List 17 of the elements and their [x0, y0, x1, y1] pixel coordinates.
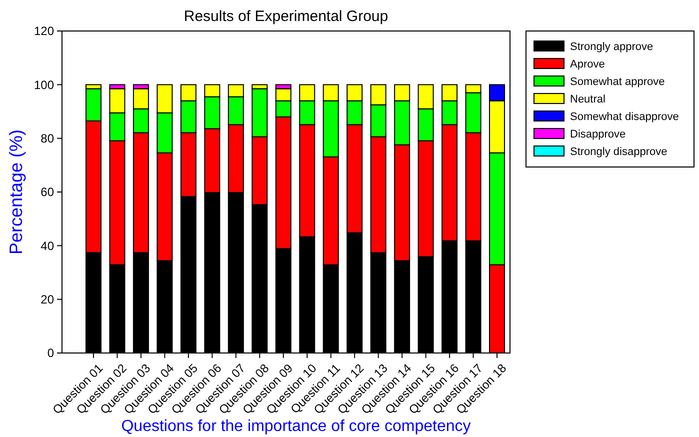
y-tick-label: 60	[40, 185, 54, 200]
legend-label: Strongly disapprove	[570, 146, 668, 158]
y-tick-label: 80	[40, 132, 54, 146]
legend-label: Somewhat approve	[570, 76, 665, 88]
legend-label: Aprove	[570, 58, 605, 70]
legend-label: Disapprove	[570, 128, 626, 140]
y-tick-label: 0	[47, 346, 54, 360]
chart-title: Results of Experimental Group	[184, 8, 388, 25]
y-tick-label: 120	[34, 24, 54, 38]
y-tick-label: 100	[34, 78, 54, 92]
legend-label: Somewhat disapprove	[570, 110, 679, 123]
y-tick-label: 40	[40, 238, 54, 253]
legend-label: Strongly approve	[570, 40, 654, 53]
legend-label: Neutral	[570, 93, 606, 106]
x-axis-title: Questions for the importance of core competency	[121, 418, 471, 435]
y-axis-title: Percentage (%)	[6, 129, 26, 255]
y-tick-label: 20	[40, 292, 54, 307]
